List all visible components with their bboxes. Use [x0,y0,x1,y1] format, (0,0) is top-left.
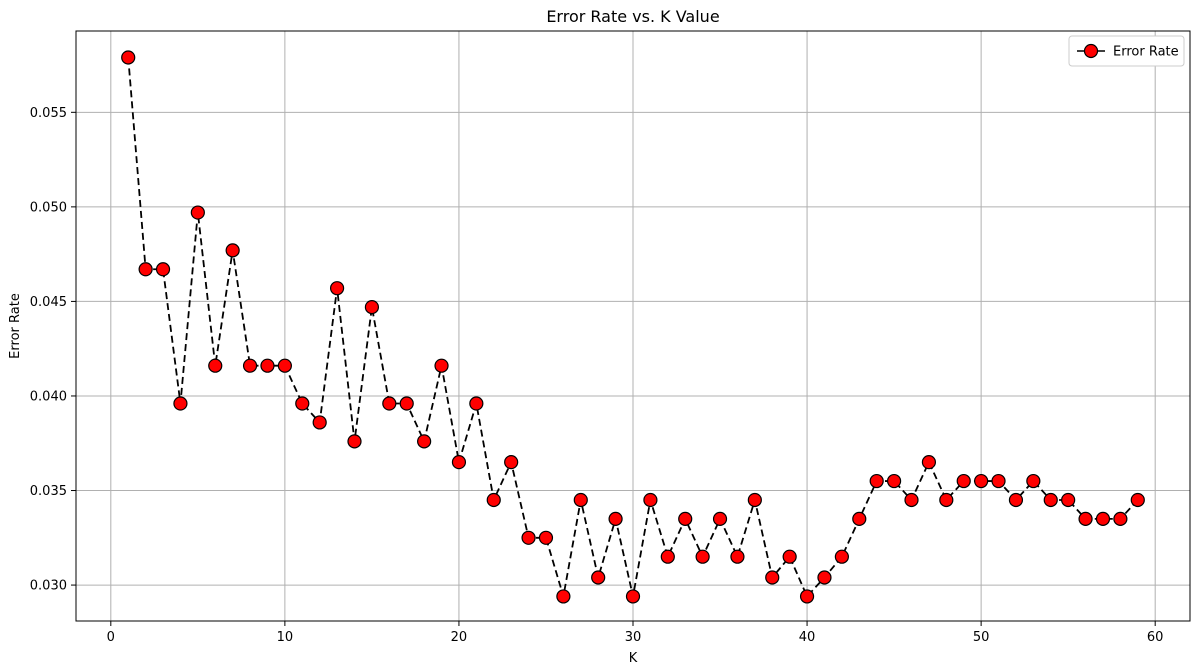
data-point-k-48 [939,492,954,508]
data-point-k-28 [591,570,606,585]
data-point-k-26 [556,589,571,604]
x-tick-label-0: 0 [107,630,115,645]
tick-layer: 0 10 20 30 40 50 60 0.030 0.035 0.040 0.045 0.050 0.… [30,106,1164,645]
data-point-k-11 [295,396,310,411]
data-point-k-49 [956,473,971,489]
x-tick-label-4: 40 [799,630,816,645]
data-point-k-41 [817,570,832,585]
data-point-k-13 [329,281,345,296]
data-point-k-56 [1078,511,1093,526]
x-tick-label-6: 60 [1147,630,1164,645]
y-tick-label-3: 0.045 [30,295,67,310]
data-point-k-37 [747,492,762,508]
data-point-k-12 [312,415,327,430]
data-point-k-52 [1008,492,1024,508]
grid-layer [76,31,1190,621]
data-point-k-36 [730,549,745,564]
data-point-k-43 [852,511,867,526]
data-point-k-46 [904,492,919,508]
data-point-k-7 [225,243,240,258]
data-point-k-39 [782,549,797,564]
data-point-k-59 [1130,492,1145,508]
series-layer [121,50,1145,604]
y-tick-label-1: 0.035 [30,484,67,499]
data-point-k-47 [921,455,937,470]
legend-marker [1083,43,1099,59]
x-tick-label-2: 20 [451,630,468,645]
data-point-k-58 [1113,511,1128,526]
x-tick-label-5: 50 [973,630,990,645]
data-point-k-42 [834,549,849,564]
data-point-k-17 [399,396,414,411]
data-point-k-10 [277,358,292,373]
data-point-k-5 [190,205,205,220]
data-point-k-57 [1095,511,1111,526]
data-point-k-55 [1061,492,1076,508]
legend: Error Rate [1068,35,1185,67]
data-point-k-32 [660,549,675,564]
data-point-k-25 [538,530,554,545]
data-point-k-29 [608,511,623,526]
data-point-k-21 [469,396,484,411]
data-point-k-15 [364,299,380,315]
y-tick-label-0: 0.030 [30,579,67,594]
x-tick-label-1: 10 [277,630,294,645]
data-point-k-40 [799,589,815,604]
data-point-k-14 [347,434,362,449]
data-point-k-1 [121,50,136,65]
data-point-k-31 [643,492,658,508]
data-point-k-22 [486,492,501,508]
data-point-k-27 [573,492,588,508]
data-point-k-4 [173,396,188,411]
data-point-k-38 [765,570,780,585]
data-point-k-33 [678,511,693,526]
y-axis-label: Error Rate [8,293,23,359]
data-point-k-19 [434,358,449,373]
data-point-k-3 [155,262,171,277]
legend-box [1068,35,1185,67]
data-point-k-6 [208,358,223,373]
x-axis-label: K [629,651,638,666]
data-point-k-53 [1026,473,1041,489]
data-point-k-44 [869,473,884,489]
data-point-k-35 [712,511,728,526]
y-tick-label-5: 0.055 [30,106,67,121]
data-point-k-51 [991,473,1006,489]
data-point-k-34 [695,549,710,564]
data-point-k-20 [451,455,467,470]
data-point-k-23 [504,455,519,470]
data-point-k-45 [886,473,902,489]
data-point-k-18 [417,434,432,449]
legend-label-error-rate: Error Rate [1113,45,1179,60]
data-point-k-54 [1043,492,1058,508]
data-point-k-2 [138,262,153,277]
data-point-k-16 [382,396,397,411]
data-point-k-30 [625,589,641,604]
y-tick-label-2: 0.040 [30,389,67,404]
data-point-k-9 [260,358,275,373]
y-tick-label-4: 0.050 [30,200,67,215]
data-point-k-8 [242,358,258,373]
x-tick-label-3: 30 [625,630,642,645]
chart-title: Error Rate vs. K Value [546,7,719,26]
data-point-k-50 [974,473,989,489]
data-point-k-24 [521,530,536,545]
